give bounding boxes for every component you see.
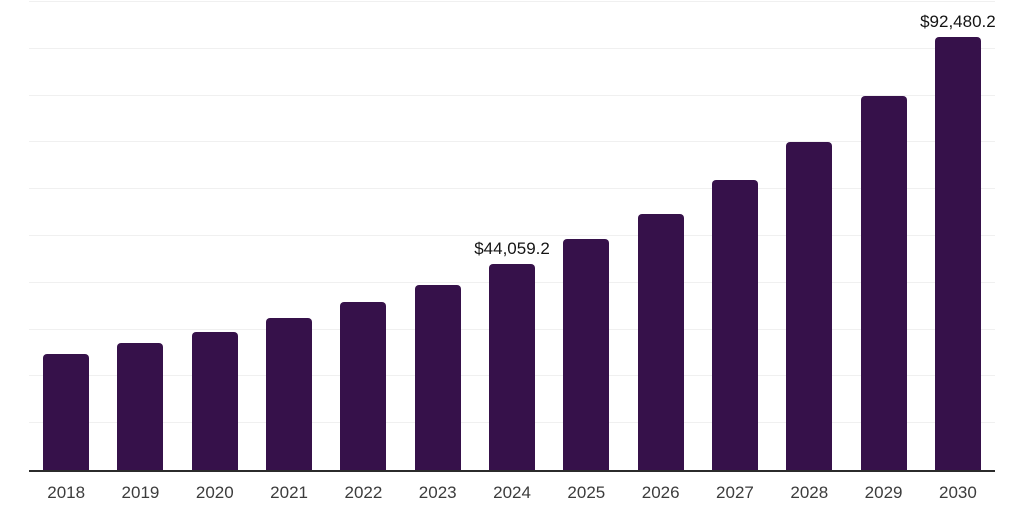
bar-slot-2023 bbox=[401, 2, 475, 470]
x-tick-2022: 2022 bbox=[344, 483, 383, 502]
gridline-100000 bbox=[29, 1, 995, 2]
bars-row: $44,059.2 $92,480.2 bbox=[29, 2, 996, 470]
bar-slot-2027 bbox=[698, 2, 772, 470]
bar-slot-2021 bbox=[252, 2, 326, 470]
bar-2027[interactable] bbox=[711, 179, 758, 470]
bar-slot-2022 bbox=[326, 2, 400, 470]
value-label-2030: $92,480.2 bbox=[920, 12, 996, 32]
x-tick-2020: 2020 bbox=[195, 483, 234, 502]
gridline-70000 bbox=[29, 141, 995, 143]
bar-2020[interactable] bbox=[191, 331, 238, 470]
x-tick-2021: 2021 bbox=[270, 483, 308, 502]
x-tick-2018: 2018 bbox=[47, 483, 86, 502]
bar-2029[interactable] bbox=[860, 96, 907, 470]
x-tick-2029: 2029 bbox=[864, 483, 903, 502]
bar-slot-2019 bbox=[103, 2, 177, 470]
bar-slot-2028 bbox=[772, 2, 846, 470]
bar-2030[interactable] bbox=[934, 37, 981, 470]
gridline-80000 bbox=[29, 94, 995, 96]
bar-slot-2026 bbox=[624, 2, 698, 470]
bar-2026[interactable] bbox=[637, 213, 684, 470]
x-tick-2027: 2027 bbox=[716, 483, 754, 502]
bar-2018[interactable] bbox=[43, 354, 90, 470]
plot-area: $44,059.2 $92,480.2 bbox=[29, 1, 996, 470]
bar-slot-2020 bbox=[178, 2, 252, 470]
bar-slot-2030: $92,480.2 bbox=[920, 2, 996, 470]
bar-slot-2024: $44,059.2 bbox=[474, 2, 550, 470]
bar-2024[interactable] bbox=[489, 263, 536, 470]
x-tick-2025: 2025 bbox=[567, 483, 606, 502]
bar-slot-2018 bbox=[29, 2, 103, 470]
gridline-90000 bbox=[29, 47, 995, 49]
bar-2019[interactable] bbox=[117, 343, 164, 470]
x-tick-2019: 2019 bbox=[121, 483, 160, 502]
x-axis-labels: 2018 2019 2020 2021 2022 2023 2024 2025 2026 2027… bbox=[29, 474, 995, 512]
gridline-60000 bbox=[29, 188, 995, 190]
bar-2025[interactable] bbox=[563, 239, 610, 470]
bar-2028[interactable] bbox=[786, 142, 833, 470]
bar-slot-2029 bbox=[846, 2, 920, 470]
x-tick-2030: 2030 bbox=[938, 483, 977, 502]
bar-slot-2025 bbox=[549, 2, 623, 470]
value-label-2024: $44,059.2 bbox=[474, 238, 550, 258]
bar-2021[interactable] bbox=[266, 317, 313, 470]
bar-2022[interactable] bbox=[340, 302, 387, 470]
x-tick-2026: 2026 bbox=[641, 483, 680, 502]
x-tick-2028: 2028 bbox=[790, 483, 829, 502]
gridline-50000 bbox=[29, 235, 995, 236]
x-axis-line bbox=[29, 470, 995, 472]
x-tick-2024: 2024 bbox=[493, 483, 531, 502]
x-tick-2023: 2023 bbox=[418, 483, 457, 502]
bar-2023[interactable] bbox=[414, 285, 461, 470]
